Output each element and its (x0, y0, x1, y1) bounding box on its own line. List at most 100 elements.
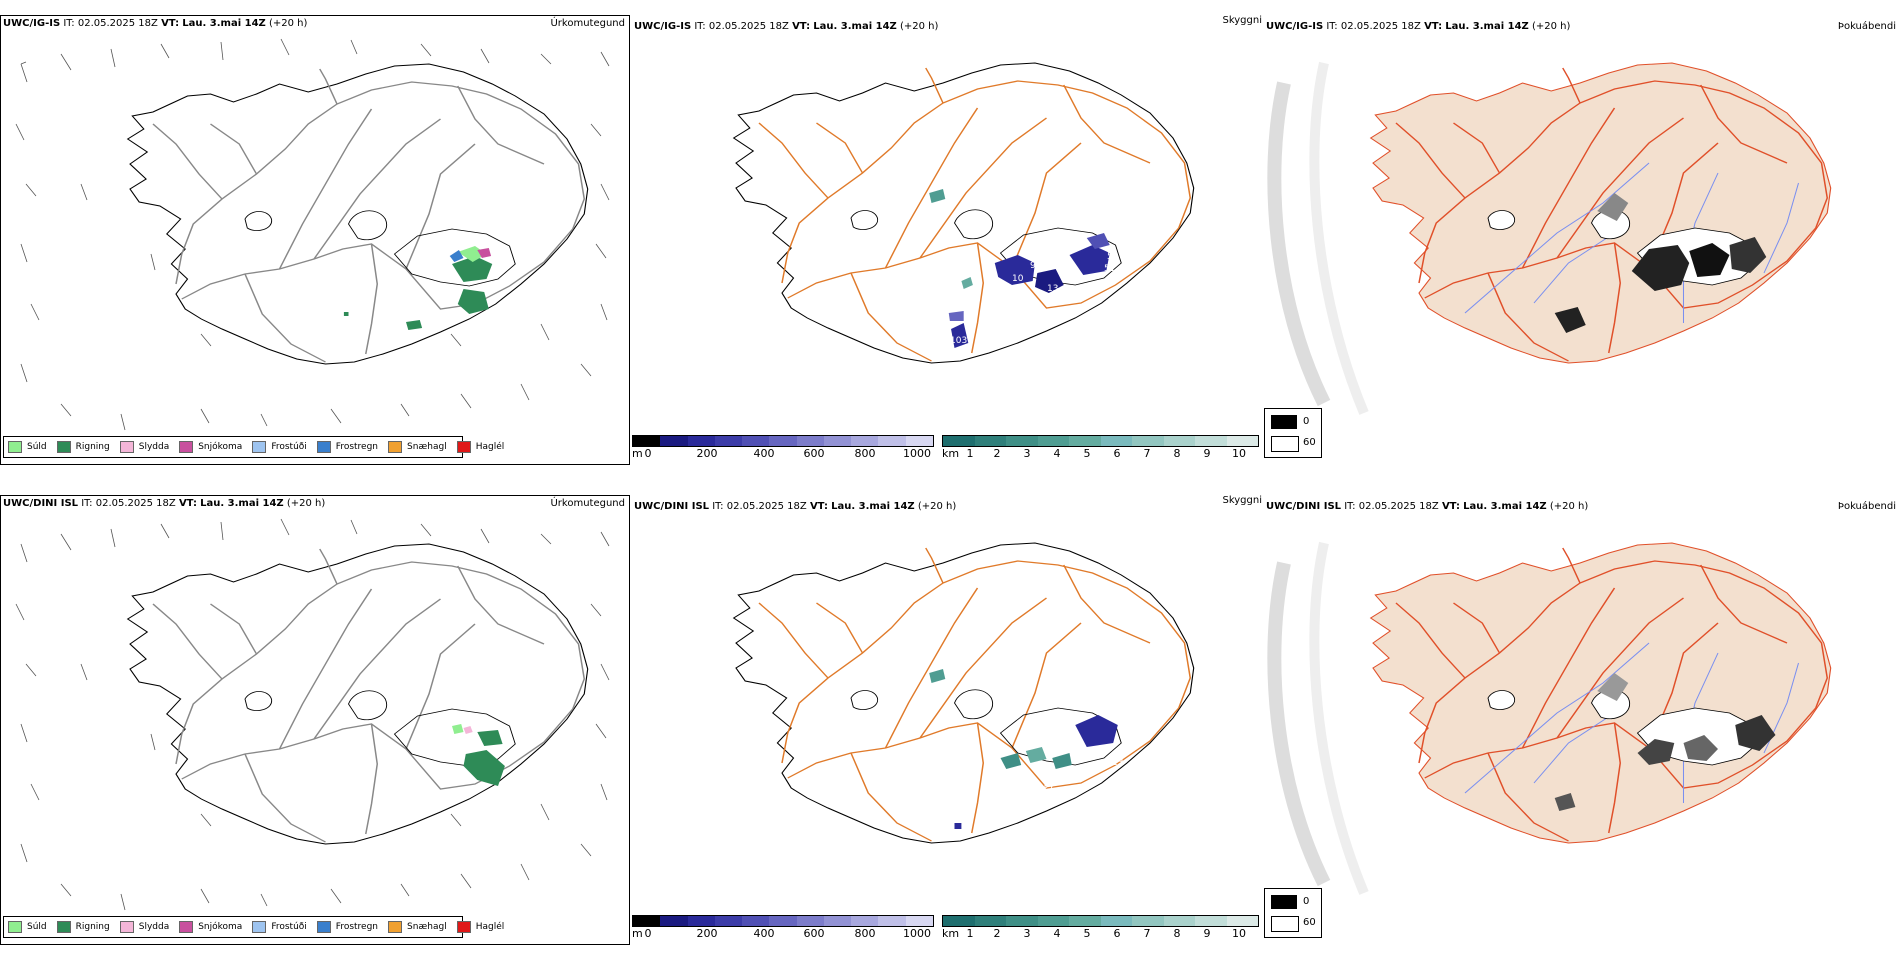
ceiling-colorbar: m 0 200 400 600 800 1000 (632, 435, 934, 475)
fog-title: Þokuábendi (1837, 21, 1896, 32)
tick-label: 9 (1203, 447, 1211, 460)
lead-time: (+20 h) (268, 18, 308, 29)
tick-label: 0 (644, 927, 652, 940)
vt-value: Lau. 3.mai 14Z (813, 21, 897, 32)
visibility-bin (1195, 436, 1227, 446)
model-name: UWC/IG-IS (3, 18, 61, 29)
legend-label: Frostregn (335, 922, 379, 932)
height-label: 10 (1012, 274, 1024, 284)
vt-label: VT: (161, 18, 180, 29)
ceiling-colorbar-bar (632, 435, 934, 447)
legend-label: Haglél (475, 442, 505, 452)
ceiling-unit: m (632, 927, 643, 940)
vt-value: Lau. 3.mai 14Z (1445, 21, 1529, 32)
fog-legend-min: 0 (1303, 896, 1310, 907)
legend-swatch (119, 921, 134, 933)
visibility-bin (1069, 916, 1101, 926)
legend-item-slydda: Slydda (119, 441, 169, 453)
ceiling-bin (687, 916, 715, 926)
legend-item-snjokoma: Snjókoma (179, 441, 242, 453)
legend-swatch (316, 921, 331, 933)
legend-swatch (179, 921, 194, 933)
visibility-bin (1132, 436, 1164, 446)
legend-item-haglel: Haglél (456, 921, 505, 933)
legend-item-haglel: Haglél (456, 441, 505, 453)
height-label: 103 (950, 336, 967, 346)
it-value: 02.05.2025 18Z (77, 18, 158, 29)
fog-index-panel-row2: UWC/DINI ISL IT: 02.05.2025 18Z VT: Lau.… (1264, 495, 1900, 945)
ceiling-bin (769, 916, 797, 926)
panel-header: UWC/DINI ISL IT: 02.05.2025 18Z VT: Lau.… (1266, 501, 1588, 512)
legend-label: Frostúði (271, 442, 307, 452)
legend-swatch (8, 441, 22, 453)
tick-label: 10 (1232, 447, 1246, 460)
it-value: 02.05.2025 18Z (726, 501, 807, 512)
tick-label: 1000 (903, 927, 931, 940)
ceiling-bin (851, 436, 879, 446)
vt-value: Lau. 3.mai 14Z (1463, 501, 1547, 512)
legend-item-rigning: Rigning (56, 921, 110, 933)
fog-legend: 0 60 (1264, 408, 1322, 458)
it-value: 02.05.2025 18Z (95, 498, 176, 509)
it-value: 02.05.2025 18Z (708, 21, 789, 32)
legend-item-frostregn: Frostregn (316, 441, 379, 453)
visibility-bin (943, 436, 975, 446)
ceiling-bin (633, 916, 661, 926)
legend-label: Frostregn (335, 442, 379, 452)
cloud-map: 51 99 10 13 53 51 65 103 (733, 62, 1195, 364)
it-label: IT: (1344, 501, 1356, 512)
legend-item-frostudi: Frostúði (252, 441, 307, 453)
ceiling-bin (878, 436, 906, 446)
tick-label: 3 (1023, 927, 1031, 940)
tick-label: 2 (993, 447, 1001, 460)
legend-swatch (179, 441, 194, 453)
panel-header: UWC/IG-IS IT: 02.05.2025 18Z VT: Lau. 3.… (634, 21, 938, 32)
visibility-bin (1163, 916, 1195, 926)
height-label: 18 (1002, 781, 1014, 791)
visibility-bin (1037, 436, 1069, 446)
legend-label: Slydda (138, 922, 170, 932)
legend-label: Snæhagl (407, 922, 447, 932)
tick-label: 1000 (903, 447, 931, 460)
height-label: 10 (1102, 744, 1114, 754)
vt-label: VT: (809, 501, 828, 512)
precip-cells (452, 724, 505, 786)
legend-item-sudl: Súld (8, 441, 47, 453)
visibility-bin (1069, 436, 1101, 446)
legend-swatch (388, 441, 403, 453)
it-value: 02.05.2025 18Z (1340, 21, 1421, 32)
precip-type-panel-row2: UWC/DINI ISL IT: 02.05.2025 18Z VT: Lau.… (0, 495, 630, 945)
visibility-unit: km (942, 927, 960, 940)
precip-type-panel-row1: UWC/IG-IS IT: 02.05.2025 18Z VT: Lau. 3.… (0, 15, 630, 465)
low-cloud-cells (929, 189, 1110, 348)
tick-label: 8 (1173, 927, 1181, 940)
cloud-height-labels: 51 99 10 13 53 51 65 103 (950, 228, 1135, 346)
model-name: UWC/DINI ISL (1266, 501, 1342, 512)
legend-swatch (252, 921, 267, 933)
tick-label: 0 (644, 447, 652, 460)
it-label: IT: (63, 18, 75, 29)
height-label: 13 (1112, 758, 1123, 768)
fog-cells (1554, 193, 1767, 333)
tick-label: 1 (966, 927, 974, 940)
precip-map (15, 38, 610, 431)
legend-item-snaehagl: Snæhagl (388, 921, 447, 933)
fog-index-panel-row1: UWC/IG-IS IT: 02.05.2025 18Z VT: Lau. 3.… (1264, 15, 1900, 465)
tick-label: 4 (1053, 447, 1061, 460)
tick-label: 200 (696, 447, 718, 460)
ceiling-bin (796, 916, 824, 926)
ceiling-bin (823, 436, 852, 446)
tick-label: 8 (1173, 447, 1181, 460)
tick-label: 7 (1143, 447, 1151, 460)
ceiling-bin (714, 916, 743, 926)
cloud-visibility-panel-row1: UWC/IG-IS IT: 02.05.2025 18Z VT: Lau. 3.… (632, 15, 1262, 465)
tick-label: 800 (854, 927, 876, 940)
cloud-visibility-panel-row2: UWC/DINI ISL IT: 02.05.2025 18Z VT: Lau.… (632, 495, 1262, 945)
visibility-bin (1100, 916, 1132, 926)
tick-label: 4 (1053, 927, 1061, 940)
ceiling-bin (660, 916, 688, 926)
height-label: 14 (1042, 781, 1054, 791)
precip-cells (343, 246, 493, 330)
lead-time: (+20 h) (899, 21, 939, 32)
legend-label: Haglél (475, 922, 505, 932)
